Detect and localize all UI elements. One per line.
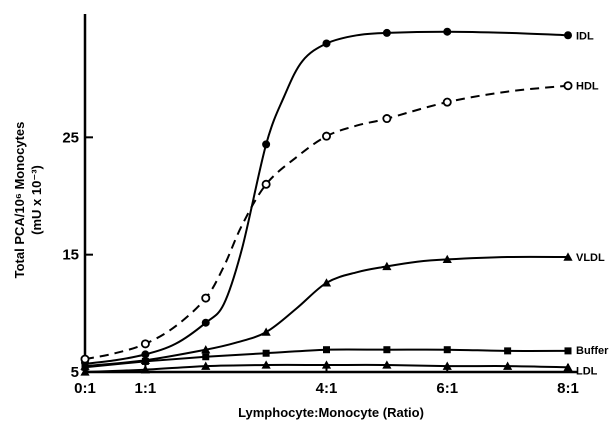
series-vldl-marker <box>321 278 332 287</box>
series-ldl: LDL <box>80 360 598 377</box>
y-tick-label: 5 <box>71 364 79 381</box>
series-idl-line <box>84 30 569 365</box>
y-axis-label: Total PCA/10⁶ Monocytes <box>12 122 27 279</box>
series-buffer: Buffer <box>81 345 609 371</box>
series-buffer-marker <box>141 357 149 365</box>
series-hdl-marker <box>563 81 573 91</box>
series-idl-marker <box>262 140 271 149</box>
series-idl-marker <box>564 31 572 40</box>
series-ldl-marker <box>442 361 452 370</box>
x-tick-label: 1:1 <box>135 380 157 397</box>
series-vldl-marker <box>442 254 452 264</box>
series-hdl-marker <box>321 131 331 141</box>
y-axis-unit: (mU x 10⁻³) <box>29 165 44 235</box>
series-idl: IDL <box>81 27 594 367</box>
series-vldl-marker <box>382 261 392 271</box>
series-buffer-marker <box>81 363 89 371</box>
series-idl-marker <box>201 318 210 327</box>
series-ldl-marker <box>140 365 150 374</box>
series-hdl: HDL <box>80 81 599 364</box>
x-axis-label: Lymphocyte:Monocyte (Ratio) <box>238 405 424 420</box>
series-hdl-marker <box>140 339 150 349</box>
x-tick-label: 4:1 <box>316 380 338 397</box>
x-tick-label: 0:1 <box>74 380 96 397</box>
series-ldl-marker <box>503 361 513 370</box>
series-hdl-marker <box>382 114 392 124</box>
series-buffer-marker <box>504 347 512 355</box>
series-hdl-marker <box>201 293 211 303</box>
ticks: 0:1 1:1 4:1 6:1 8:1 5 15 25 <box>62 129 579 397</box>
series-vldl: VLDL <box>80 252 605 370</box>
series-ldl-marker <box>261 360 271 369</box>
series-hdl-line <box>84 84 569 361</box>
series-vldl-marker <box>563 252 573 261</box>
series-hdl-marker <box>261 179 271 189</box>
series-idl-label: IDL <box>576 30 594 42</box>
series-hdl-marker <box>442 97 452 107</box>
y-tick-label: 15 <box>62 247 79 264</box>
series-ldl-marker <box>382 360 392 369</box>
series-ldl-marker <box>201 361 211 370</box>
x-tick-label: 6:1 <box>436 380 458 397</box>
series-idl-marker <box>322 39 331 48</box>
series-ldl-marker <box>80 367 90 376</box>
series-buffer-marker <box>564 347 572 355</box>
series-ldl-marker <box>321 360 332 369</box>
series-ldl-label: LDL <box>576 365 598 377</box>
series-buffer-marker <box>323 346 330 354</box>
series-buffer-marker <box>383 346 391 354</box>
x-tick-label: 8:1 <box>557 380 579 397</box>
series: IDL HDL VLDL Buffer LDL <box>80 27 609 377</box>
series-idl-marker <box>443 27 452 36</box>
series-buffer-label: Buffer <box>576 345 609 357</box>
axes <box>83 14 578 374</box>
series-vldl-marker <box>261 327 271 336</box>
series-vldl-marker <box>201 345 211 354</box>
series-buffer-marker <box>443 346 451 354</box>
series-buffer-marker <box>262 349 270 357</box>
series-idl-marker <box>141 350 150 359</box>
series-idl-marker <box>382 28 391 37</box>
series-vldl-label: VLDL <box>576 252 605 264</box>
series-ldl-marker <box>563 362 573 371</box>
y-tick-label: 25 <box>62 129 79 146</box>
series-hdl-label: HDL <box>576 81 599 93</box>
series-buffer-marker <box>202 353 210 361</box>
